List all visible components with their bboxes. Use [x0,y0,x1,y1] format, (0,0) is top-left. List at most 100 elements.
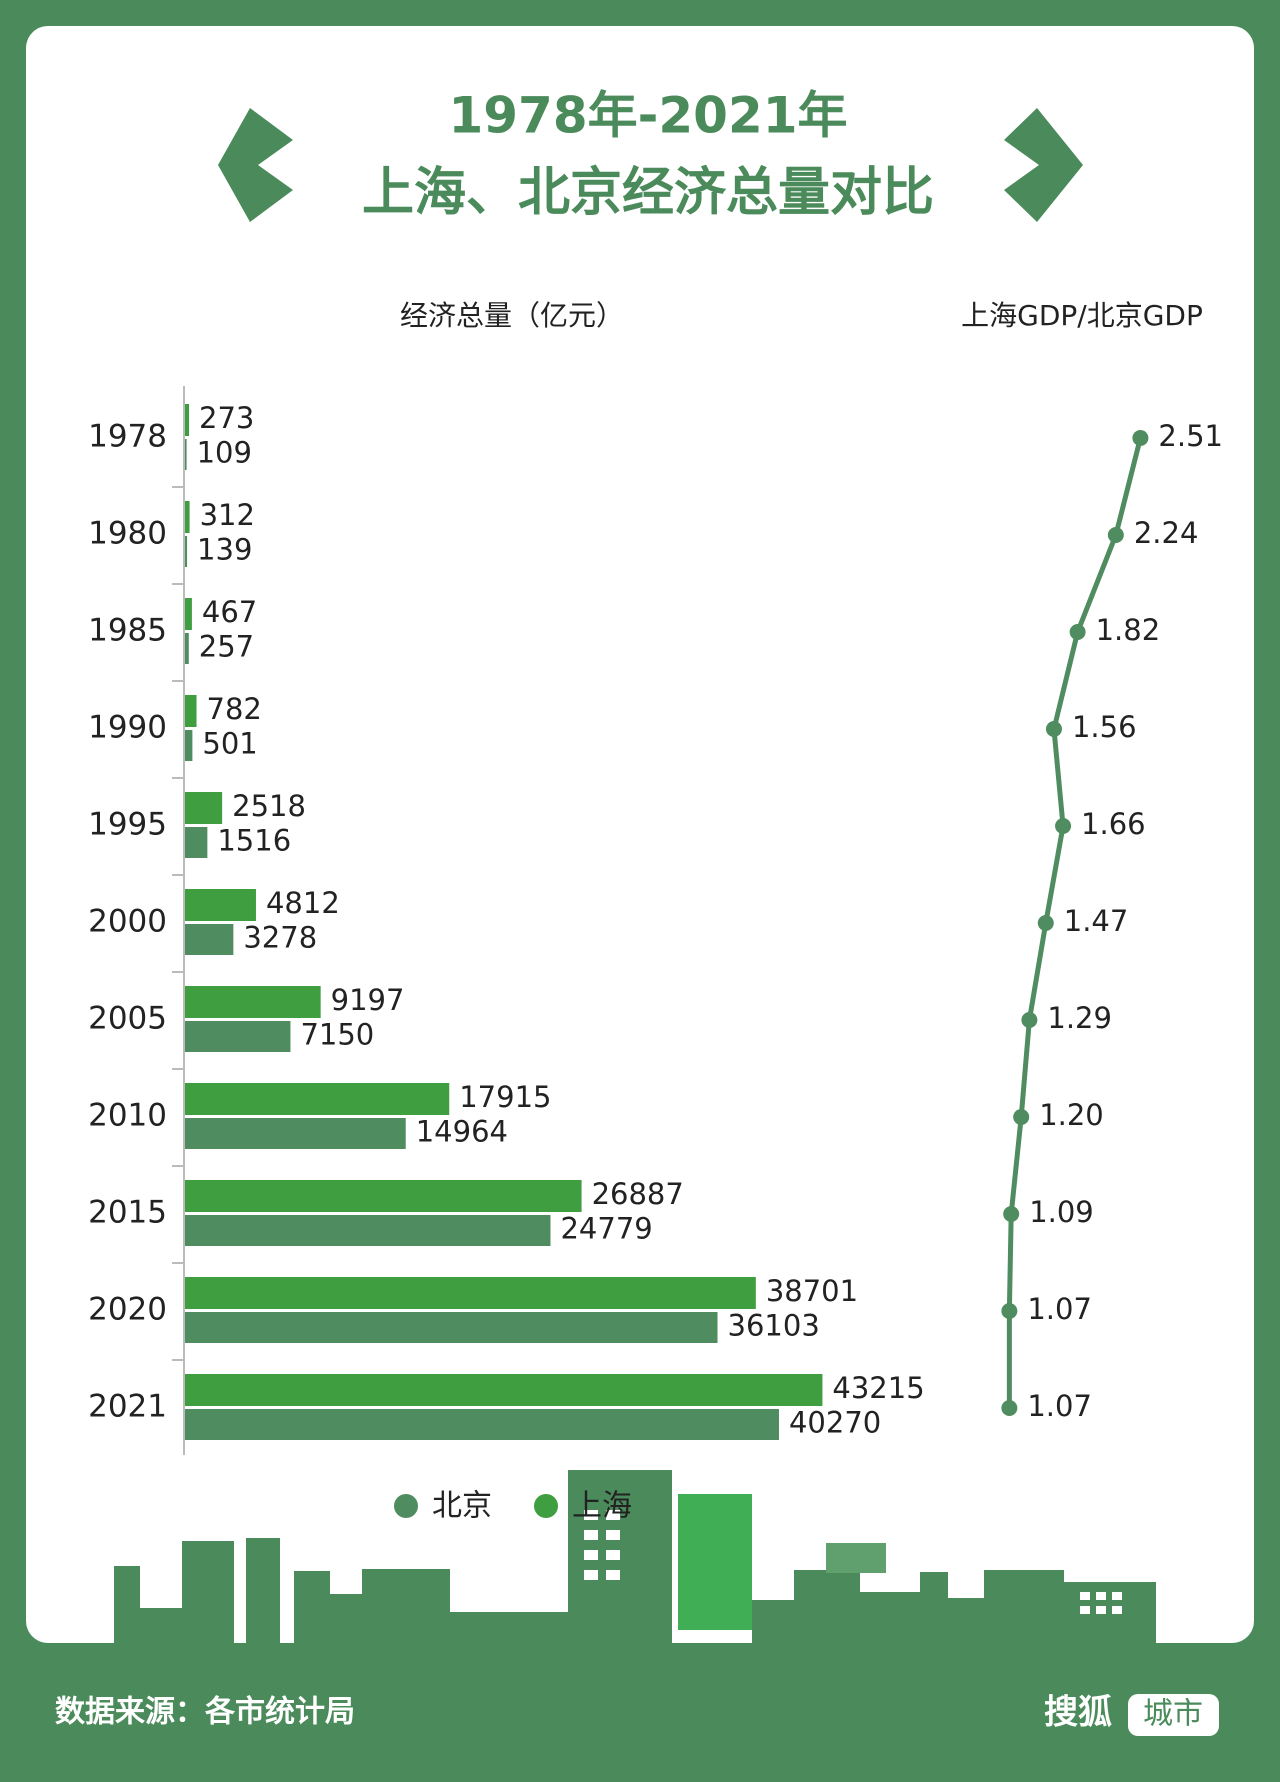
left-chevron [218,108,293,222]
value-label: 17915 [459,1080,551,1114]
value-label: 312 [200,498,255,532]
window [1112,1606,1122,1614]
building [362,1569,450,1643]
ratio-point [1013,1109,1030,1125]
window [1096,1592,1106,1600]
y-tick-label: 1990 [88,710,167,746]
title-line-2: 上海、北京经济总量对比 [362,163,934,223]
value-label: 109 [197,436,252,470]
ratio-point [1069,624,1086,640]
building [114,1566,140,1643]
window [606,1570,620,1580]
brand-tag-box [1128,1694,1219,1736]
building [948,1598,984,1643]
bar [185,1409,779,1440]
bar [185,501,190,533]
ratio-point [1037,915,1054,931]
right-chevron [1004,108,1083,222]
y-tick-label: 2005 [88,1001,167,1037]
building [752,1600,794,1643]
y-tick-label: 2000 [88,904,167,940]
brand: 搜狐 [1044,1693,1112,1733]
bar [185,986,321,1018]
value-label: 24779 [560,1212,652,1246]
bar [185,1312,718,1343]
window [584,1530,598,1540]
window [584,1570,598,1580]
y-tick-label: 1995 [88,807,167,843]
building [920,1572,948,1643]
value-label: 36103 [728,1309,820,1343]
value-label: 1.07 [1027,1292,1092,1326]
value-label: 257 [199,630,254,664]
y-tick-label: 2020 [88,1292,167,1328]
value-label: 1516 [217,824,291,858]
bar [185,1215,551,1246]
bar [185,1374,823,1406]
ratio-point [1045,721,1062,737]
building [984,1570,1064,1643]
legend-marker [534,1494,558,1518]
window [584,1510,598,1520]
bar [185,1083,450,1115]
legend-label: 上海 [572,1489,632,1524]
window [606,1510,620,1520]
bar [185,730,193,761]
bar [185,827,208,858]
brand-tag: 城市 [1143,1697,1203,1732]
bar [185,598,192,630]
y-tick-label: 2015 [88,1195,167,1231]
building [182,1541,234,1643]
y-tick-label: 1978 [88,419,167,455]
ratio-point [1107,527,1124,543]
window [606,1530,620,1540]
bar-chart-title: 经济总量（亿元） [400,299,624,332]
ratio-point [1055,818,1072,834]
value-label: 4812 [266,886,340,920]
building [294,1571,330,1643]
value-label: 2.51 [1158,419,1223,453]
window [584,1550,598,1560]
y-tick-label: 1980 [88,516,167,552]
value-label: 43215 [832,1371,924,1405]
value-label: 1.56 [1072,710,1137,744]
building [140,1608,182,1643]
building [450,1612,568,1643]
value-label: 14964 [416,1115,508,1149]
building [1064,1582,1156,1643]
value-label: 273 [199,401,254,435]
window [606,1550,620,1560]
bar [185,536,188,567]
bar [185,1277,756,1309]
ratio-point [1001,1400,1018,1416]
ratio-point [1001,1303,1018,1319]
bar [185,695,197,727]
skyline [114,1470,1156,1643]
value-label: 501 [202,727,257,761]
value-label: 1.20 [1039,1098,1104,1132]
bar [185,1180,582,1212]
window [1096,1606,1106,1614]
value-label: 782 [207,692,262,726]
title-line-1: 1978年-2021年 [448,87,847,145]
window [1080,1606,1090,1614]
value-label: 7150 [300,1018,374,1052]
value-label: 1.47 [1064,904,1129,938]
value-label: 9197 [331,983,405,1017]
legend-label: 北京 [432,1489,492,1524]
y-tick-label: 2010 [88,1098,167,1134]
bar [185,439,187,470]
y-tick-label: 2021 [88,1389,167,1425]
legend-marker [394,1494,418,1518]
source-note: 数据来源：各市统计局 [55,1695,355,1730]
value-label: 1.66 [1081,807,1146,841]
value-label: 40270 [789,1406,881,1440]
ratio-point [1003,1206,1020,1222]
value-label: 2.24 [1134,516,1199,550]
value-label: 139 [197,533,252,567]
value-label: 2518 [232,789,306,823]
building [860,1592,920,1643]
value-label: 467 [202,595,257,629]
window [1112,1592,1122,1600]
